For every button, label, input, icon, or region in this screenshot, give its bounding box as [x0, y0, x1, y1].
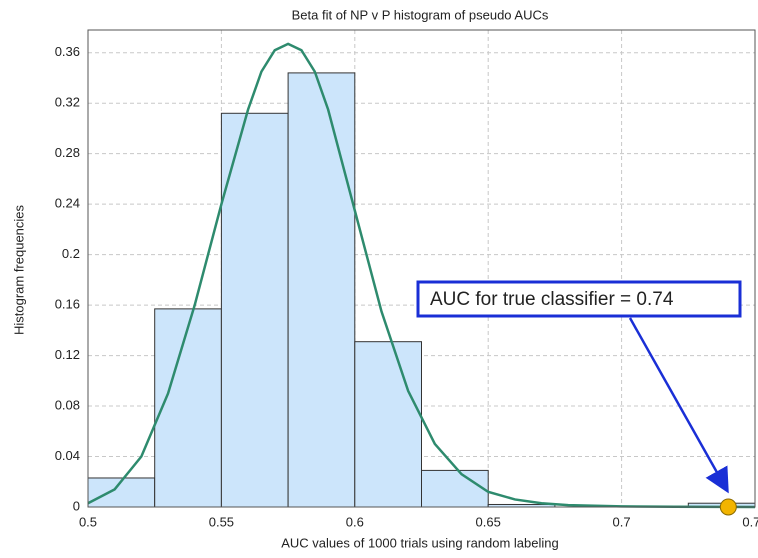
y-tick-label: 0.04	[55, 448, 80, 463]
plot-frame	[87, 29, 756, 508]
annotation-text: AUC for true classifier = 0.74	[430, 289, 674, 310]
classifier-marker	[719, 498, 737, 516]
bar	[220, 112, 289, 508]
fit-curve	[87, 42, 756, 509]
x-tick-label: 0.55	[209, 514, 234, 529]
bar	[354, 341, 422, 508]
bar	[421, 469, 489, 508]
y-tick-label: 0.24	[55, 196, 80, 211]
bar	[287, 72, 356, 508]
bar	[154, 308, 222, 508]
y-axis-label: Histogram frequencies	[11, 204, 26, 335]
y-tick-label: 0	[73, 498, 80, 513]
y-tick-label: 0.2	[62, 246, 80, 261]
annotation-box	[416, 280, 742, 318]
y-tick-label: 0.16	[55, 297, 80, 312]
x-tick-label: 0.65	[476, 514, 501, 529]
annotation-arrow	[628, 317, 729, 494]
y-tick-label: 0.32	[55, 95, 80, 110]
x-tick-label: 0.7	[613, 514, 631, 529]
y-tick-label: 0.28	[55, 145, 80, 160]
x-tick-label: 0.5	[79, 514, 97, 529]
y-tick-label: 0.12	[55, 347, 80, 362]
y-tick-label: 0.36	[55, 44, 80, 59]
x-tick-label: 0.75	[742, 514, 758, 529]
x-tick-label: 0.6	[346, 514, 364, 529]
chart-title: Beta fit of NP v P histogram of pseudo A…	[292, 7, 549, 22]
y-tick-label: 0.08	[55, 397, 80, 412]
x-axis-label: AUC values of 1000 trials using random l…	[281, 535, 559, 550]
